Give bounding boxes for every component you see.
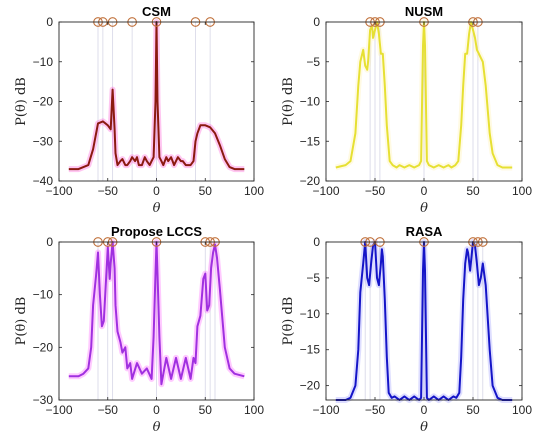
y-tick-label: 0 xyxy=(313,15,320,29)
x-tick-label: 100 xyxy=(512,403,532,417)
x-tick-label: −50 xyxy=(98,184,119,198)
x-tick-label: 50 xyxy=(466,184,480,198)
x-axis-label: θ xyxy=(420,201,428,216)
y-tick-label: −10 xyxy=(33,55,54,69)
x-tick-label: 100 xyxy=(244,403,264,417)
y-tick-label: −20 xyxy=(33,95,54,109)
y-tick-label: 0 xyxy=(46,235,53,249)
y-axis-label: P(θ) dB xyxy=(281,297,296,346)
x-tick-label: −100 xyxy=(45,184,72,198)
x-tick-label: 100 xyxy=(244,184,264,198)
series-line xyxy=(335,241,513,401)
y-tick-label: −5 xyxy=(306,271,320,285)
y-tick-label: −20 xyxy=(300,379,321,393)
y-tick-label: 0 xyxy=(46,15,53,29)
x-axis-label: θ xyxy=(420,420,428,435)
x-tick-label: −100 xyxy=(45,403,72,417)
x-tick-label: 50 xyxy=(466,403,480,417)
y-tick-label: −10 xyxy=(33,288,54,302)
plot-title: CSM xyxy=(142,4,171,19)
x-tick-label: 50 xyxy=(199,403,213,417)
x-tick-label: −100 xyxy=(312,184,339,198)
y-tick-label: −15 xyxy=(300,134,321,148)
y-tick-label: −15 xyxy=(300,343,321,357)
y-axis-label: P(θ) dB xyxy=(14,77,29,126)
plot-title: RASA xyxy=(406,224,443,239)
x-tick-label: 0 xyxy=(421,184,428,198)
y-tick-label: −40 xyxy=(33,174,54,188)
x-tick-label: 50 xyxy=(199,184,213,198)
x-axis-label: θ xyxy=(153,420,161,435)
y-tick-label: −30 xyxy=(33,134,54,148)
x-axis-label: θ xyxy=(153,201,161,216)
x-tick-label: −50 xyxy=(365,403,386,417)
y-tick-label: −10 xyxy=(300,307,321,321)
y-axis-label: P(θ) dB xyxy=(14,297,29,346)
y-tick-label: −10 xyxy=(300,95,321,109)
x-tick-label: 0 xyxy=(153,184,160,198)
y-axis-label: P(θ) dB xyxy=(281,77,296,126)
y-tick-label: 0 xyxy=(313,235,320,249)
series-line xyxy=(335,21,513,169)
series-line xyxy=(68,21,245,171)
y-tick-label: −30 xyxy=(33,393,54,407)
x-tick-label: 0 xyxy=(153,403,160,417)
x-tick-label: −50 xyxy=(365,184,386,198)
y-tick-label: −20 xyxy=(33,340,54,354)
series-line xyxy=(68,241,245,386)
x-tick-label: 100 xyxy=(512,184,532,198)
plot-title: NUSM xyxy=(405,4,443,19)
x-tick-label: −100 xyxy=(312,403,339,417)
x-tick-label: −50 xyxy=(98,403,119,417)
plot-title: Propose LCCS xyxy=(111,224,202,239)
y-tick-label: −5 xyxy=(306,55,320,69)
x-tick-label: 0 xyxy=(421,403,428,417)
y-tick-label: −20 xyxy=(300,174,321,188)
